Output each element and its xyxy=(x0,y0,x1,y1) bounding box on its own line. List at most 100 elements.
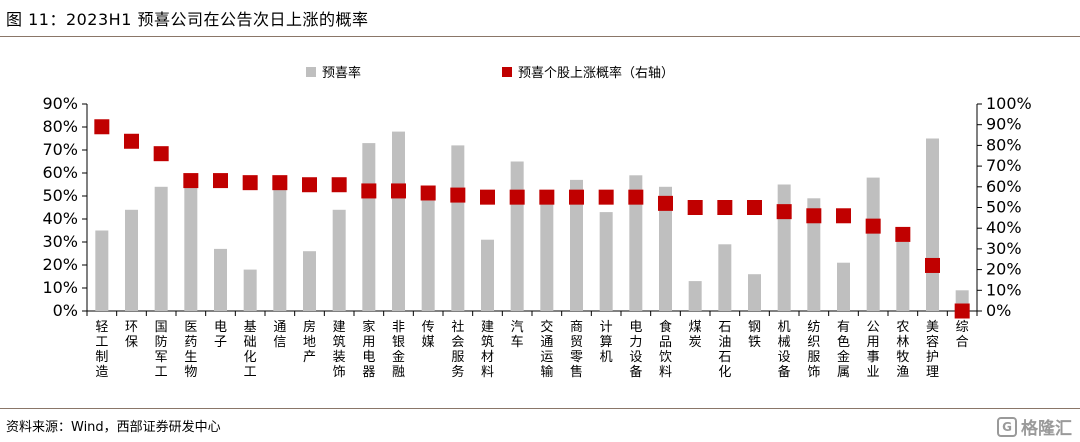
category-label: 纺织服饰 xyxy=(807,320,820,380)
category-label: 公用事业 xyxy=(867,320,880,380)
point-15 xyxy=(509,189,525,205)
category-label: 有色金属 xyxy=(837,320,850,380)
chart: 0%10%20%30%40%50%60%70%80%90%0%10%20%30%… xyxy=(42,65,1032,380)
point-28 xyxy=(895,226,911,242)
right-tick-label: 40% xyxy=(986,218,1022,237)
category-label: 汽车 xyxy=(511,320,524,350)
left-tick-label: 20% xyxy=(42,255,78,274)
bottom-rule xyxy=(0,408,1080,409)
right-tick-label: 50% xyxy=(986,198,1022,217)
right-tick-label: 70% xyxy=(986,156,1022,175)
right-tick-label: 10% xyxy=(986,280,1022,299)
category-label: 石油石化 xyxy=(718,320,731,380)
category-label: 轻工制造 xyxy=(95,320,108,380)
category-label: 计算机 xyxy=(600,320,613,365)
point-14 xyxy=(480,189,495,205)
bar-28 xyxy=(896,242,910,311)
bar-9 xyxy=(332,209,346,311)
bar-4 xyxy=(184,179,198,311)
bar-24 xyxy=(777,184,791,311)
right-tick-label: 100% xyxy=(986,94,1032,113)
category-label: 家用电器 xyxy=(362,319,375,380)
bar-7 xyxy=(273,189,287,311)
category-label: 医药生物 xyxy=(184,320,197,380)
bar-6 xyxy=(243,269,257,311)
bar-12 xyxy=(421,200,435,311)
right-tick-label: 80% xyxy=(986,135,1022,154)
point-19 xyxy=(628,189,644,205)
left-tick-label: 40% xyxy=(42,209,78,228)
bar-10 xyxy=(362,143,376,311)
category-label: 电力设备 xyxy=(629,320,642,380)
point-9 xyxy=(331,177,347,193)
bar-15 xyxy=(510,161,524,311)
category-label: 非银金融 xyxy=(392,320,405,380)
watermark-text: 格隆汇 xyxy=(1021,419,1072,439)
bar-14 xyxy=(481,239,494,311)
category-label: 社会服务 xyxy=(451,319,464,380)
legend-swatch-point xyxy=(502,67,512,77)
point-6 xyxy=(242,175,258,191)
legend-swatch-bar xyxy=(306,67,316,77)
bar-22 xyxy=(718,244,732,311)
bar-3 xyxy=(154,186,168,311)
point-3 xyxy=(153,146,169,162)
category-label: 建筑装饰 xyxy=(333,320,346,380)
left-tick-label: 90% xyxy=(42,94,78,113)
bar-23 xyxy=(748,274,761,311)
bar-1 xyxy=(95,230,109,311)
bar-19 xyxy=(629,175,643,311)
watermark: G 格隆汇 xyxy=(997,414,1072,439)
bar-5 xyxy=(214,248,227,311)
category-label: 传媒 xyxy=(422,320,435,350)
category-label: 农林牧渔 xyxy=(896,320,909,380)
point-7 xyxy=(272,175,288,191)
point-18 xyxy=(598,189,614,205)
bar-11 xyxy=(392,131,405,311)
right-tick-label: 0% xyxy=(986,301,1011,320)
point-29 xyxy=(925,257,940,273)
category-label: 房地产 xyxy=(303,319,316,365)
point-10 xyxy=(361,183,377,199)
point-5 xyxy=(213,173,228,189)
point-17 xyxy=(569,189,584,205)
category-label: 环保 xyxy=(125,320,138,350)
bar-8 xyxy=(303,251,316,311)
point-4 xyxy=(183,173,199,189)
bar-26 xyxy=(837,262,850,311)
point-16 xyxy=(539,189,555,205)
point-23 xyxy=(747,200,762,215)
bar-29 xyxy=(926,138,939,311)
left-tick-label: 10% xyxy=(42,278,78,297)
category-label: 建筑材料 xyxy=(481,320,494,380)
right-tick-label: 30% xyxy=(986,239,1022,258)
point-21 xyxy=(687,200,703,215)
category-label: 食品饮料 xyxy=(659,319,672,380)
point-8 xyxy=(302,177,317,193)
category-label: 商贸零售 xyxy=(570,320,583,380)
top-rule xyxy=(0,36,1080,37)
point-13 xyxy=(450,187,466,203)
point-27 xyxy=(865,218,881,234)
legend-label-point: 预喜个股上涨概率（右轴） xyxy=(518,65,674,81)
left-tick-label: 80% xyxy=(42,117,78,136)
left-tick-label: 60% xyxy=(42,163,78,182)
left-tick-label: 50% xyxy=(42,186,78,205)
bar-21 xyxy=(688,281,702,311)
bar-17 xyxy=(570,179,583,311)
watermark-logo-icon: G xyxy=(997,416,1017,437)
point-26 xyxy=(836,208,851,224)
point-2 xyxy=(124,133,139,149)
category-label: 综合 xyxy=(956,320,969,350)
left-tick-label: 30% xyxy=(42,232,78,251)
point-25 xyxy=(806,208,822,224)
legend-label-bar: 预喜率 xyxy=(322,65,361,81)
category-label: 交通运输 xyxy=(540,319,553,380)
point-11 xyxy=(391,183,406,199)
category-label: 机械设备 xyxy=(778,320,791,380)
point-12 xyxy=(420,185,436,201)
category-label: 钢铁 xyxy=(748,320,761,350)
point-24 xyxy=(776,204,792,220)
category-label: 通信 xyxy=(273,320,286,350)
bar-2 xyxy=(125,209,138,311)
